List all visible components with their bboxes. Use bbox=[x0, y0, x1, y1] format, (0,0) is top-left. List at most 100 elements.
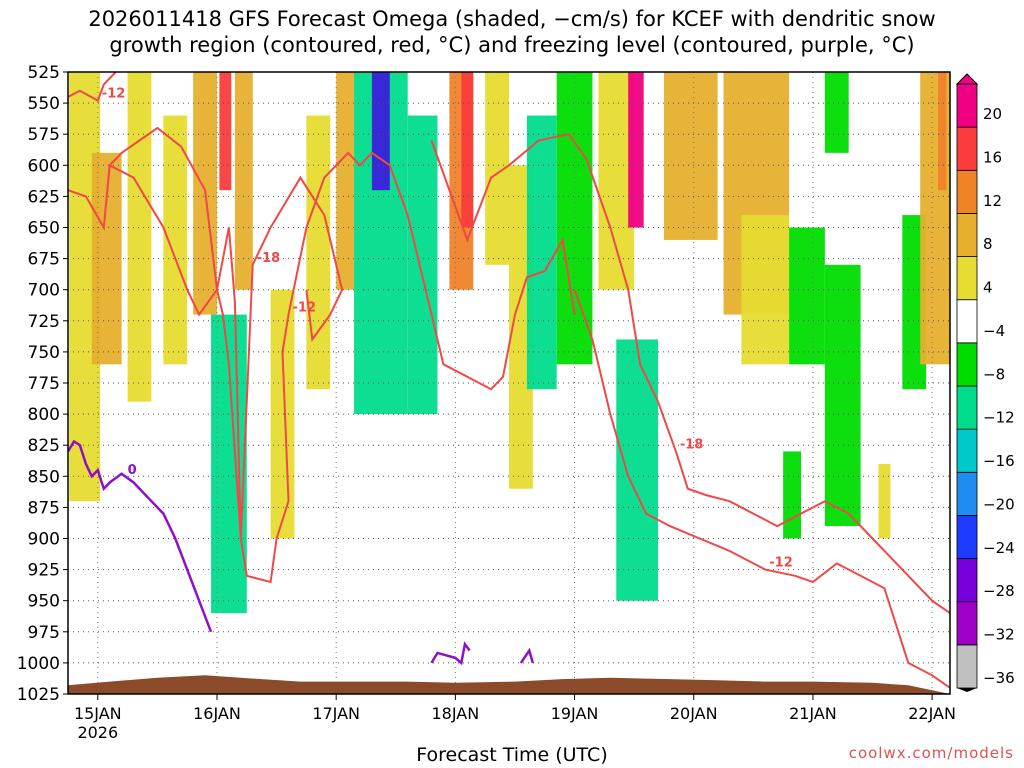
credit-text: coolwx.com/models bbox=[848, 744, 1014, 762]
colorbar-label-2: 12 bbox=[983, 192, 1002, 210]
omega-shade-19 bbox=[556, 72, 593, 365]
y-tick-label-525: 525 bbox=[28, 63, 60, 83]
colorbar-top-arrow bbox=[955, 73, 979, 85]
colorbar-label-12: −32 bbox=[983, 626, 1015, 644]
omega-shade-10 bbox=[336, 72, 355, 290]
y-tick-label-800: 800 bbox=[28, 405, 60, 425]
dgz-contour-label-2: -18 bbox=[257, 251, 281, 266]
colorbar-segment-13 bbox=[956, 83, 978, 128]
colorbar-label-0: 20 bbox=[983, 105, 1002, 123]
y-tick-label-700: 700 bbox=[28, 281, 60, 301]
x-tick-label-15JAN: 15JAN bbox=[74, 704, 122, 723]
freezing-contour-2 bbox=[519, 647, 535, 664]
omega-shade-3 bbox=[163, 115, 188, 365]
title-line-1: 2026011418 GFS Forecast Omega (shaded, −… bbox=[88, 7, 936, 31]
y-tick-label-975: 975 bbox=[28, 623, 60, 643]
x-tick-label-20JAN: 20JAN bbox=[670, 704, 718, 723]
colorbar-label-1: 16 bbox=[983, 148, 1002, 166]
freezing-contour-1 bbox=[430, 641, 471, 666]
y-tick-label-775: 775 bbox=[28, 374, 60, 394]
colorbar-label-5: −4 bbox=[983, 322, 1005, 340]
dgz-contour-label-3: -18 bbox=[680, 437, 704, 452]
colorbar-label-3: 8 bbox=[983, 235, 993, 253]
colorbar-segment-8 bbox=[956, 299, 978, 344]
terrain-surface bbox=[68, 675, 950, 694]
colorbar-segment-5 bbox=[956, 428, 978, 473]
colorbar-segment-9 bbox=[956, 256, 978, 301]
x-tick-label-18JAN: 18JAN bbox=[432, 704, 480, 723]
colorbar-segment-3 bbox=[956, 515, 978, 559]
colorbar-segment-11 bbox=[956, 169, 978, 214]
dgz-contour-1 bbox=[68, 126, 576, 584]
omega-shade-33 bbox=[938, 72, 947, 191]
colorbar: 20 16 12 8 4 −4 −8 −12 −16 −20 −24 −28 −32 −36 bbox=[955, 73, 1015, 692]
colorbar-label-6: −8 bbox=[983, 365, 1005, 383]
dgz-contour-2 bbox=[109, 164, 344, 539]
omega-shade-27 bbox=[783, 451, 802, 539]
dgz-contour-3 bbox=[430, 133, 950, 614]
x-tick-label-16JAN: 16JAN bbox=[193, 704, 241, 723]
dgz-contour-0 bbox=[68, 72, 117, 103]
y-tick-label-825: 825 bbox=[28, 436, 60, 456]
y-tick-label-875: 875 bbox=[28, 498, 60, 518]
y-tick-label-950: 950 bbox=[28, 592, 60, 612]
y-tick-label-675: 675 bbox=[28, 250, 60, 270]
x-tick-label-22JAN: 22JAN bbox=[908, 704, 956, 723]
title-line-2: growth region (contoured, red, °C) and f… bbox=[109, 33, 915, 57]
omega-shade-15 bbox=[461, 72, 474, 228]
y-tick-label-850: 850 bbox=[28, 467, 60, 487]
y-tick-label-1000: 1000 bbox=[17, 654, 60, 674]
omega-shade-8 bbox=[270, 289, 295, 539]
colorbar-segment-10 bbox=[956, 213, 978, 257]
colorbar-label-13: −36 bbox=[983, 669, 1015, 687]
y-tick-label-650: 650 bbox=[28, 219, 60, 239]
omega-shade-6 bbox=[219, 72, 232, 191]
freezing-contours bbox=[68, 439, 535, 666]
y-tick-label-725: 725 bbox=[28, 312, 60, 332]
colorbar-label-8: −16 bbox=[983, 452, 1015, 470]
colorbar-label-4: 4 bbox=[983, 279, 993, 297]
omega-shade-21 bbox=[628, 72, 644, 228]
dgz-contour-label-4: -12 bbox=[769, 556, 793, 571]
freezing-contour-label-0: 0 bbox=[128, 463, 137, 478]
omega-shade-9 bbox=[306, 115, 331, 390]
omega-shade-28 bbox=[824, 72, 849, 153]
omega-shade-30 bbox=[878, 463, 891, 539]
dgz-contour-label-1: -12 bbox=[293, 301, 317, 316]
dgz-contour-label-0: -12 bbox=[102, 87, 126, 102]
colorbar-label-11: −28 bbox=[983, 582, 1015, 600]
colorbar-segment-0 bbox=[956, 644, 978, 689]
omega-shade-25 bbox=[741, 215, 790, 365]
y-tick-label-575: 575 bbox=[28, 125, 60, 145]
omega-shade-12 bbox=[371, 72, 390, 191]
omega-shade-16 bbox=[485, 72, 509, 265]
omega-shade-23 bbox=[663, 72, 718, 240]
omega-shade-22 bbox=[616, 339, 658, 601]
colorbar-label-10: −24 bbox=[983, 539, 1015, 557]
dgz-contours bbox=[68, 72, 950, 689]
colorbar-label-7: −12 bbox=[983, 409, 1015, 427]
colorbar-label-9: −20 bbox=[983, 495, 1015, 513]
freezing-contour-0 bbox=[68, 439, 213, 633]
colorbar-segment-1 bbox=[956, 601, 978, 646]
grid bbox=[68, 71, 950, 695]
omega-shade-26 bbox=[789, 227, 825, 365]
y-tick-label-625: 625 bbox=[28, 187, 60, 207]
y-tick-label-925: 925 bbox=[28, 561, 60, 581]
colorbar-segment-7 bbox=[956, 342, 978, 387]
omega-shade-18 bbox=[526, 115, 557, 390]
omega-shade-1 bbox=[91, 152, 122, 365]
colorbar-segment-2 bbox=[956, 558, 978, 603]
x-axis-label: Forecast Time (UTC) bbox=[416, 744, 608, 766]
x-tick-label-19JAN: 19JAN bbox=[551, 704, 599, 723]
omega-shade-13 bbox=[407, 115, 438, 415]
y-tick-label-600: 600 bbox=[28, 156, 60, 176]
x-tick-label-21JAN: 21JAN bbox=[789, 704, 837, 723]
omega-shade-7 bbox=[234, 72, 253, 290]
omega-shade-2 bbox=[127, 72, 152, 402]
y-tick-label-1025: 1025 bbox=[17, 685, 60, 705]
y-tick-label-900: 900 bbox=[28, 530, 60, 550]
x-year-label: 2026 bbox=[77, 723, 118, 742]
colorbar-bottom-arrow-tip bbox=[957, 688, 977, 690]
